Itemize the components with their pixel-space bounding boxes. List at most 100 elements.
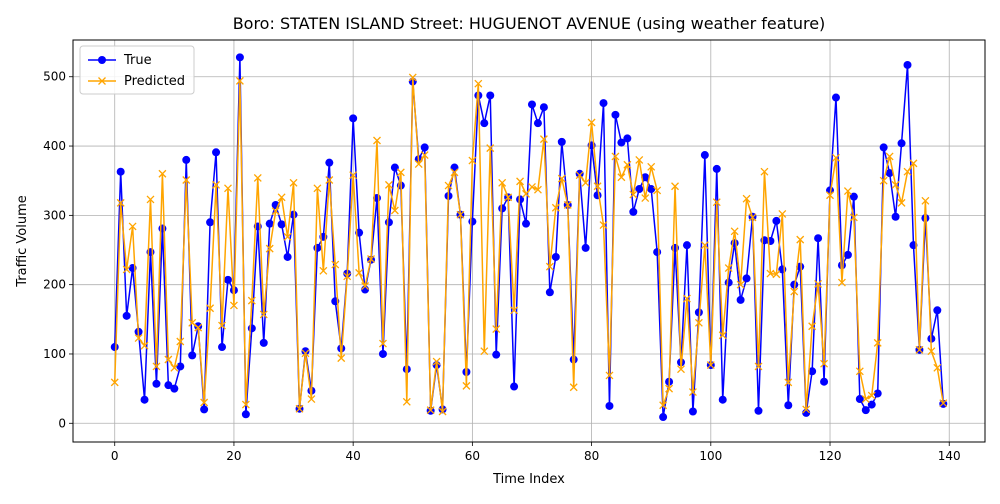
predicted-point xyxy=(754,362,763,371)
true-point xyxy=(814,234,823,243)
predicted-point xyxy=(110,378,119,387)
true-point xyxy=(867,400,876,409)
predicted-point xyxy=(891,180,900,189)
predicted-point xyxy=(337,354,346,363)
true-point xyxy=(659,413,668,422)
predicted-point xyxy=(855,367,864,376)
true-point xyxy=(283,252,292,261)
true-point xyxy=(891,212,900,221)
true-point xyxy=(885,169,894,178)
true-point xyxy=(903,60,912,69)
predicted-point xyxy=(873,338,882,347)
true-point xyxy=(629,207,638,216)
true-point xyxy=(539,103,548,112)
true-point xyxy=(235,53,244,62)
true-point xyxy=(301,347,310,356)
true-point xyxy=(551,252,560,261)
predicted-point xyxy=(432,357,441,366)
true-point xyxy=(420,143,429,152)
predicted-point xyxy=(414,160,423,169)
true-point xyxy=(611,110,620,119)
true-point xyxy=(384,218,393,227)
true-point xyxy=(718,395,727,404)
predicted-point xyxy=(265,244,274,253)
predicted-point xyxy=(349,171,358,180)
predicted-point xyxy=(355,268,364,277)
predicted-point xyxy=(706,361,715,370)
true-point xyxy=(897,139,906,148)
predicted-point xyxy=(498,178,507,187)
predicted-point xyxy=(837,278,846,287)
predicted-point xyxy=(277,193,286,202)
predicted-point xyxy=(384,180,393,189)
true-point xyxy=(194,322,203,331)
predicted-point xyxy=(909,159,918,168)
true-point xyxy=(223,275,232,284)
predicted-point xyxy=(307,395,316,403)
true-point xyxy=(581,243,590,252)
predicted-point xyxy=(528,182,536,191)
x-tick-label: 100 xyxy=(699,449,722,463)
true-point xyxy=(533,119,542,128)
true-point xyxy=(724,278,733,287)
predicted-point xyxy=(533,185,542,194)
predicted-point xyxy=(629,190,638,199)
predicted-point xyxy=(361,282,370,291)
true-point xyxy=(510,382,519,391)
predicted-point xyxy=(635,155,644,164)
true-point xyxy=(206,218,215,227)
predicted-point xyxy=(146,195,155,204)
predicted-point xyxy=(718,331,727,340)
y-tick-label: 400 xyxy=(43,139,66,153)
predicted-point xyxy=(700,241,709,250)
true-point xyxy=(647,185,656,194)
predicted-point xyxy=(712,198,721,207)
true-point xyxy=(635,185,644,194)
predicted-point xyxy=(122,265,131,274)
predicted-point xyxy=(480,347,489,356)
predicted-point xyxy=(253,173,262,182)
true-point xyxy=(843,250,852,259)
plot-frame xyxy=(72,39,986,443)
y-tick-label: 0 xyxy=(58,416,66,430)
true-point xyxy=(712,164,721,173)
predicted-point xyxy=(462,381,471,390)
y-axis-label: Traffic Volume xyxy=(15,195,30,288)
predicted-point xyxy=(653,186,662,195)
true-point xyxy=(641,173,650,182)
true-point xyxy=(599,99,608,108)
predicted-point xyxy=(516,177,525,186)
true-point xyxy=(688,407,697,416)
true-point xyxy=(116,167,125,176)
predicted-point xyxy=(444,181,453,190)
true-point xyxy=(247,324,256,333)
true-point xyxy=(784,401,793,410)
predicted-point xyxy=(551,203,560,212)
predicted-point xyxy=(283,232,292,241)
predicted-point xyxy=(587,118,596,127)
true-point xyxy=(164,381,173,390)
true-point xyxy=(241,410,250,419)
predicted-point xyxy=(450,168,459,177)
true-point xyxy=(313,243,322,252)
predicted-point xyxy=(796,235,805,244)
true-point xyxy=(182,155,191,164)
x-tick-label: 60 xyxy=(465,449,480,463)
predicted-point xyxy=(426,406,435,415)
predicted-point xyxy=(188,318,197,327)
predicted-point xyxy=(152,362,161,371)
predicted-point xyxy=(563,200,572,209)
predicted-point xyxy=(194,323,203,332)
y-tick-label: 200 xyxy=(43,278,66,292)
true-point xyxy=(736,295,745,304)
predicted-point xyxy=(593,182,602,191)
predicted-point xyxy=(218,321,226,330)
predicted-point xyxy=(683,294,691,303)
predicted-point xyxy=(373,136,381,145)
predicted-point xyxy=(688,388,697,397)
predicted-point xyxy=(295,404,304,413)
predicted-point xyxy=(522,189,530,198)
predicted-point xyxy=(128,222,137,231)
predicted-point xyxy=(808,322,817,331)
